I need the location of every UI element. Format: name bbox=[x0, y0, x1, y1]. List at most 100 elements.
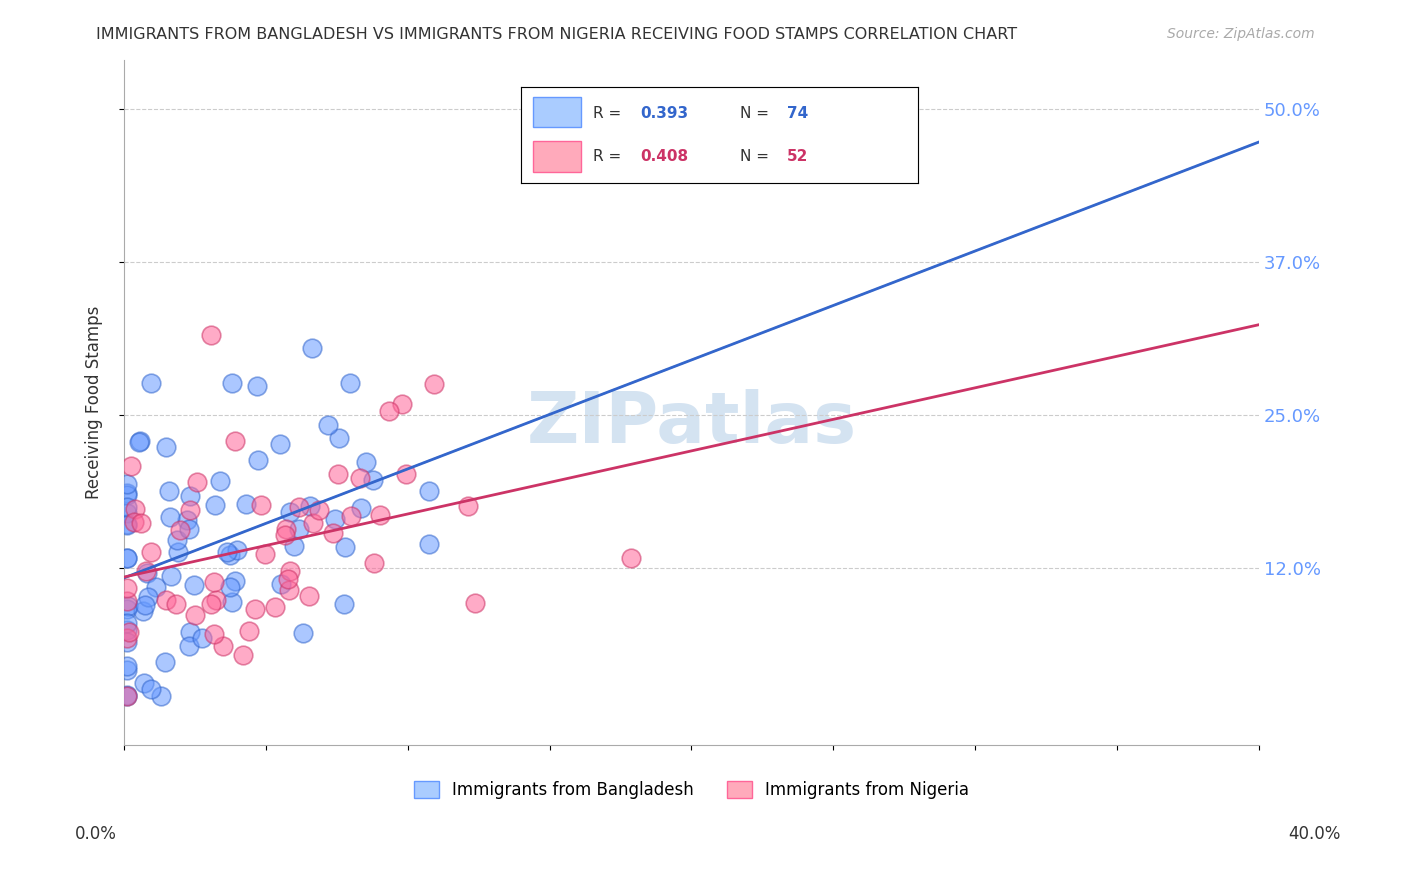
Point bbox=[245, 602, 267, 616]
Point bbox=[177, 522, 200, 536]
Point bbox=[288, 522, 311, 536]
Point bbox=[115, 476, 138, 491]
Point bbox=[323, 512, 346, 526]
Point bbox=[340, 509, 363, 524]
Point bbox=[191, 632, 214, 646]
Point bbox=[115, 517, 138, 532]
Point bbox=[269, 437, 291, 451]
Point bbox=[200, 597, 222, 611]
Point bbox=[278, 564, 301, 578]
Point bbox=[221, 376, 243, 390]
Point bbox=[115, 690, 138, 704]
Point bbox=[179, 625, 201, 640]
Point bbox=[457, 499, 479, 513]
Point bbox=[620, 551, 643, 566]
Point bbox=[115, 594, 138, 608]
Point bbox=[208, 475, 231, 489]
Point bbox=[328, 431, 350, 445]
Point bbox=[135, 564, 157, 578]
Point bbox=[135, 566, 157, 580]
Point bbox=[159, 510, 181, 524]
Point bbox=[464, 596, 486, 610]
Point bbox=[124, 501, 146, 516]
Point bbox=[115, 623, 138, 637]
Point bbox=[326, 467, 349, 481]
Point bbox=[115, 634, 138, 648]
Text: 0.0%: 0.0% bbox=[75, 825, 117, 843]
Point bbox=[118, 625, 141, 640]
Point bbox=[128, 434, 150, 449]
Point bbox=[322, 526, 344, 541]
Point bbox=[224, 434, 246, 448]
Point bbox=[115, 488, 138, 502]
Point bbox=[333, 597, 356, 611]
Point bbox=[288, 500, 311, 514]
Point bbox=[134, 598, 156, 612]
Point bbox=[247, 453, 270, 467]
Point bbox=[211, 639, 233, 653]
Point bbox=[159, 569, 181, 583]
Point bbox=[224, 574, 246, 588]
Point bbox=[186, 475, 208, 489]
Point bbox=[124, 516, 146, 530]
Legend: Immigrants from Bangladesh, Immigrants from Nigeria: Immigrants from Bangladesh, Immigrants f… bbox=[406, 774, 976, 805]
Point bbox=[129, 516, 152, 530]
Point bbox=[120, 459, 142, 474]
Point bbox=[132, 603, 155, 617]
Point bbox=[157, 483, 180, 498]
Point bbox=[115, 663, 138, 677]
Point bbox=[292, 625, 315, 640]
Point bbox=[200, 328, 222, 343]
Point bbox=[115, 616, 138, 631]
Point bbox=[270, 577, 292, 591]
Point bbox=[370, 508, 392, 522]
Point bbox=[274, 528, 297, 542]
Point bbox=[264, 600, 287, 615]
Point bbox=[423, 377, 446, 392]
Point bbox=[166, 533, 188, 547]
Point bbox=[115, 690, 138, 704]
Point bbox=[418, 537, 440, 551]
Point bbox=[155, 440, 177, 454]
Point bbox=[145, 581, 167, 595]
Point bbox=[179, 489, 201, 503]
Point bbox=[333, 540, 356, 554]
Point bbox=[202, 575, 225, 590]
Point bbox=[155, 655, 177, 669]
Point bbox=[179, 503, 201, 517]
Point bbox=[298, 589, 321, 603]
Point bbox=[183, 578, 205, 592]
Point bbox=[117, 599, 139, 613]
Point bbox=[299, 499, 322, 513]
Point bbox=[354, 455, 377, 469]
Point bbox=[115, 551, 138, 566]
Point bbox=[115, 631, 138, 645]
Point bbox=[316, 418, 339, 433]
Text: 40.0%: 40.0% bbox=[1288, 825, 1341, 843]
Point bbox=[202, 627, 225, 641]
Point bbox=[141, 682, 163, 697]
Point bbox=[115, 581, 138, 595]
Point bbox=[115, 688, 138, 702]
Y-axis label: Receiving Food Stamps: Receiving Food Stamps bbox=[86, 306, 103, 500]
Point bbox=[136, 590, 159, 604]
Point bbox=[115, 551, 138, 566]
Point bbox=[301, 341, 323, 355]
Point bbox=[115, 507, 138, 521]
Point bbox=[115, 659, 138, 673]
Point bbox=[339, 376, 361, 390]
Point bbox=[274, 522, 297, 536]
Point bbox=[169, 524, 191, 538]
Point bbox=[302, 516, 325, 531]
Point bbox=[221, 595, 243, 609]
Point bbox=[132, 676, 155, 690]
Point bbox=[278, 583, 301, 598]
Point bbox=[215, 545, 238, 559]
Point bbox=[253, 547, 276, 561]
Point bbox=[238, 624, 260, 638]
Point bbox=[115, 601, 138, 615]
Point bbox=[179, 640, 201, 654]
Point bbox=[391, 397, 413, 411]
Point bbox=[219, 548, 242, 562]
Point bbox=[165, 597, 187, 611]
